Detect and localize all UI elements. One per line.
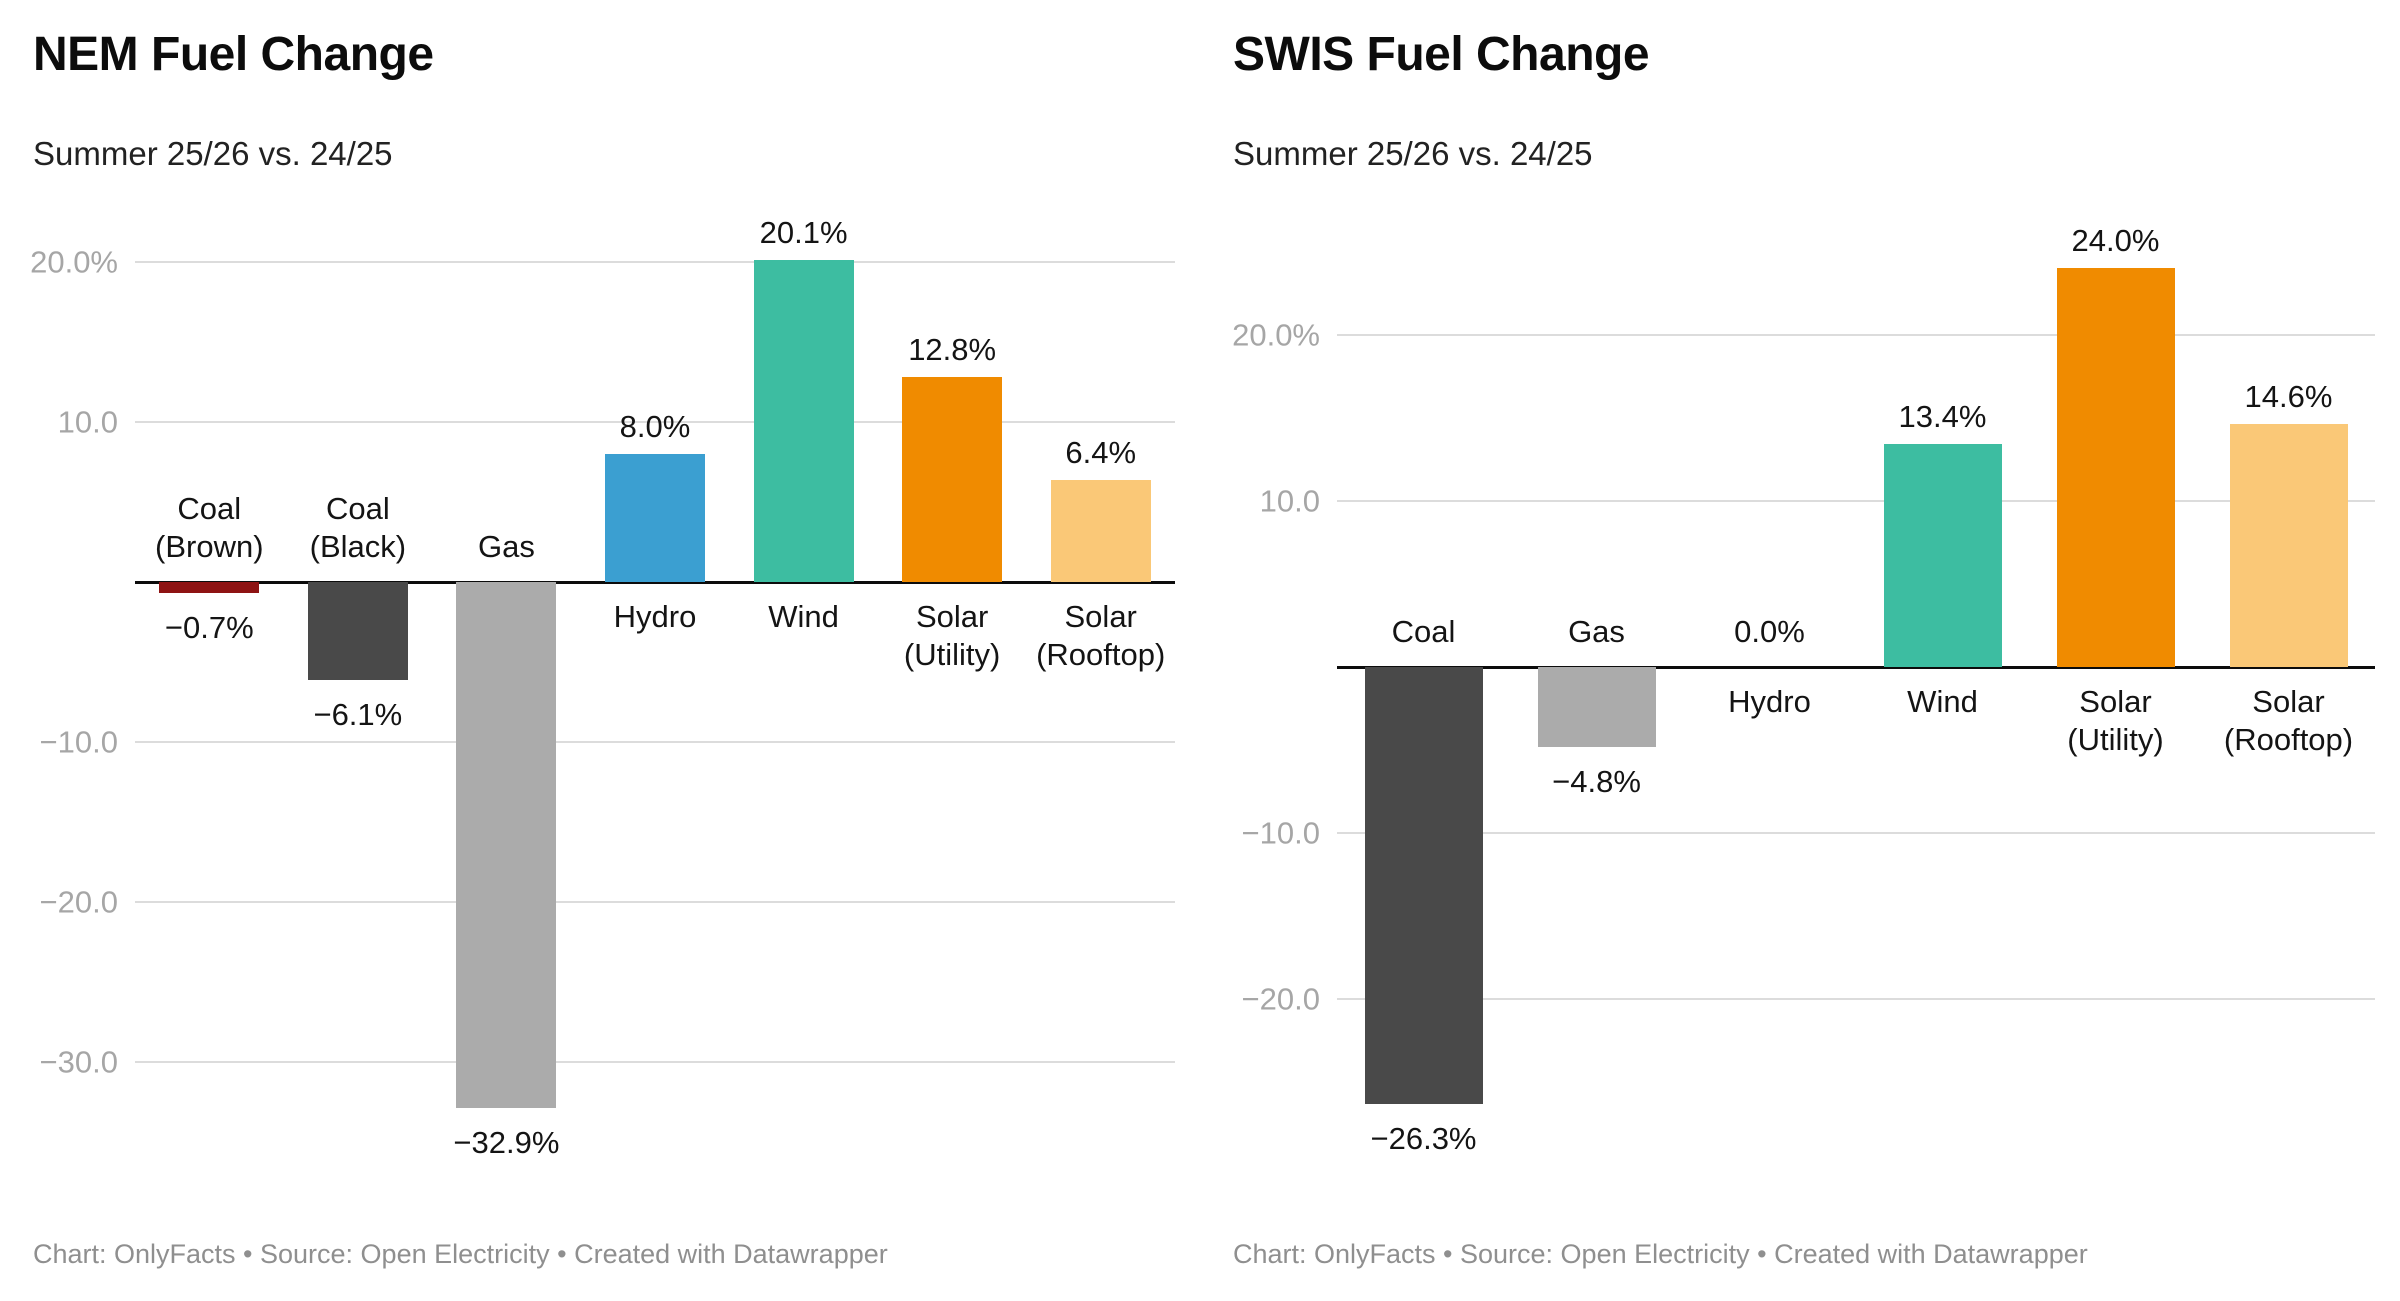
plot-area: 20.0% 10.0 −10.0 −20.0 −26.3% Coal −4.8% Gas 0.0… [1200, 0, 2400, 1301]
y-tick-label: −10.0 [1241, 815, 1320, 851]
gridline [1337, 831, 2375, 834]
x-axis-baseline [1337, 665, 2375, 669]
gridline [135, 261, 1175, 263]
gridline [135, 741, 1175, 743]
bar-category-label: Wind [768, 599, 839, 634]
bar-value-label: −26.3% [1370, 1120, 1477, 1156]
bar [307, 582, 408, 680]
y-tick-label: 10.0 [57, 404, 118, 440]
bar [1050, 479, 1151, 582]
bar-category-label: Gas [477, 529, 535, 564]
bar [2229, 424, 2348, 667]
bar-value-label: −6.1% [313, 696, 403, 732]
bar-value-label: 12.8% [908, 332, 997, 368]
bar-category-label: Solar (Utility) [903, 599, 1001, 672]
chart-footer: Chart: OnlyFacts • Source: Open Electric… [33, 1239, 888, 1269]
bar-value-label: 24.0% [2071, 223, 2160, 259]
y-tick-label: −30.0 [39, 1044, 118, 1080]
y-tick-label: 20.0% [30, 244, 118, 280]
gridline [1337, 499, 2375, 502]
bar-category-label: Hydro [1728, 683, 1811, 719]
bar-category-label: Coal (Brown) [155, 491, 264, 564]
chart-title: SWIS Fuel Change [1233, 28, 1650, 81]
bar [159, 582, 260, 594]
bar-value-label: −4.8% [1552, 763, 1641, 799]
y-tick-label: 20.0% [1232, 317, 1320, 353]
plot-area: 20.0% 10.0 −10.0 −20.0 −30.0 −0.7% Coal (Brown… [30, 215, 1175, 1161]
bar-value-label: 6.4% [1065, 434, 1137, 470]
bar-category-label: Coal [1391, 613, 1456, 649]
chart-subtitle: Summer 25/26 vs. 24/25 [33, 135, 393, 172]
bar-category-label: Solar (Utility) [2067, 683, 2164, 757]
y-tick-label: 10.0 [1259, 483, 1320, 519]
gridline [135, 421, 1175, 423]
bar [1364, 666, 1483, 1104]
bar-value-label: −0.7% [164, 610, 254, 646]
chart-swis: SWIS Fuel Change Summer 25/26 vs. 24/25 … [1200, 0, 2400, 1301]
bar [2056, 268, 2175, 667]
bar-category-label: Solar (Rooftop) [2223, 683, 2354, 757]
gridline [1337, 997, 2375, 1000]
gridline [135, 1061, 1175, 1063]
bar-value-label: −32.9% [453, 1125, 560, 1161]
y-tick-label: −20.0 [1241, 981, 1320, 1017]
y-tick-label: −10.0 [39, 724, 118, 760]
chart-subtitle: Summer 25/26 vs. 24/25 [1233, 135, 1593, 172]
bar-value-label: 14.6% [2244, 379, 2333, 415]
bar-category-label: Coal (Black) [309, 491, 407, 564]
bar-category-label: Gas [1568, 613, 1625, 649]
bar-category-label: Wind [1907, 683, 1978, 719]
chart-nem: NEM Fuel Change Summer 25/26 vs. 24/25 2… [30, 28, 1175, 1269]
chart-title: NEM Fuel Change [33, 28, 434, 81]
bar-category-label: Hydro [613, 599, 697, 634]
bar [1537, 666, 1656, 747]
bar [753, 260, 854, 582]
bar-category-label: Solar (Rooftop) [1036, 599, 1166, 672]
chart-footer: Chart: OnlyFacts • Source: Open Electric… [1233, 1239, 2088, 1269]
y-tick-label: −20.0 [39, 884, 118, 920]
gridline [135, 901, 1175, 903]
bar [456, 582, 557, 1109]
bar [902, 377, 1003, 582]
bar [1883, 444, 2002, 667]
gridline [1337, 333, 2375, 336]
bar-value-label: 8.0% [619, 409, 691, 444]
bar-value-label: 20.1% [759, 215, 848, 251]
x-axis-baseline [135, 581, 1175, 584]
bar [605, 454, 705, 582]
bar-value-label: 0.0% [1734, 613, 1805, 649]
bar-value-label: 13.4% [1898, 399, 1987, 435]
